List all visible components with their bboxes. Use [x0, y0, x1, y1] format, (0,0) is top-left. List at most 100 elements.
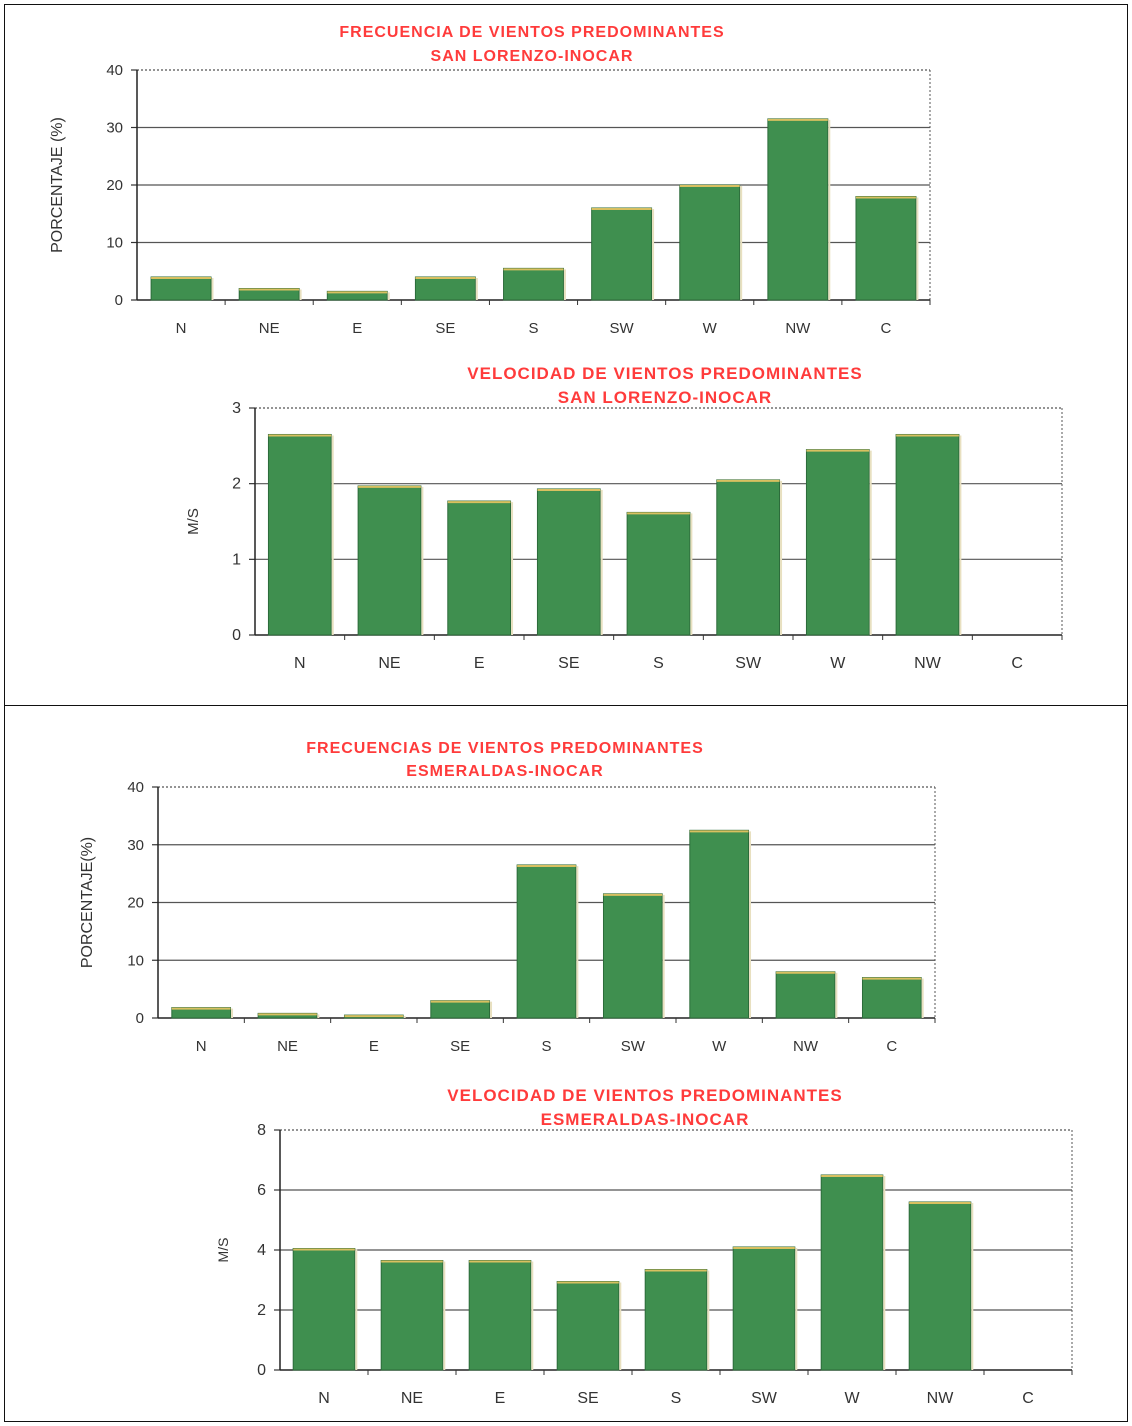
x-tick-label: SW	[735, 655, 762, 672]
chart-3: FRECUENCIAS DE VIENTOS PREDOMINANTES ESME…	[79, 740, 936, 1055]
chart-subtitle: ESMERALDAS-INOCAR	[406, 763, 603, 780]
bar-s	[516, 864, 577, 1019]
y-tick-label: 40	[127, 779, 144, 796]
y-axis-label: M/S	[185, 508, 202, 535]
bar-sw	[716, 479, 781, 636]
x-tick-label: E	[352, 320, 362, 337]
x-tick-label: W	[830, 655, 846, 672]
x-tick-label: C	[881, 320, 892, 337]
x-tick-label: E	[369, 1038, 379, 1055]
bar-se	[414, 276, 476, 301]
x-tick-label: NW	[914, 655, 942, 672]
bar-sw	[732, 1246, 796, 1371]
bar-n	[267, 433, 332, 636]
y-tick-label: 30	[127, 837, 144, 854]
bar-ne	[380, 1260, 444, 1371]
bar-e	[447, 500, 512, 636]
bar-n	[150, 276, 212, 301]
x-tick-label: S	[653, 655, 664, 672]
bar-se	[536, 488, 601, 636]
bar-nw	[908, 1201, 972, 1371]
y-tick-label: 3	[232, 400, 241, 417]
y-tick-label: 0	[232, 627, 241, 644]
y-tick-label: 2	[257, 1302, 266, 1319]
y-axis-label: M/S	[215, 1238, 231, 1263]
bar-w	[679, 184, 741, 301]
x-tick-label: N	[196, 1038, 207, 1055]
x-tick-label: NE	[401, 1390, 423, 1407]
x-tick-label: S	[528, 320, 538, 337]
chart-title: VELOCIDAD DE VIENTOS PREDOMINANTES	[467, 364, 862, 383]
y-tick-label: 0	[115, 292, 123, 309]
x-tick-label: E	[495, 1390, 506, 1407]
y-tick-label: 30	[106, 120, 123, 137]
x-tick-label: N	[318, 1390, 330, 1407]
x-tick-label: S	[541, 1038, 551, 1055]
x-tick-label: NW	[927, 1390, 955, 1407]
x-tick-label: W	[844, 1390, 860, 1407]
x-tick-label: NE	[378, 655, 400, 672]
chart-subtitle: ESMERALDAS-INOCAR	[541, 1110, 750, 1129]
bar-w	[689, 829, 750, 1019]
bar-e	[468, 1260, 532, 1371]
chart-title: VELOCIDAD DE VIENTOS PREDOMINANTES	[447, 1086, 842, 1105]
bar-s	[644, 1269, 708, 1371]
y-tick-label: 8	[257, 1122, 266, 1139]
y-tick-label: 6	[257, 1182, 266, 1199]
x-tick-label: SE	[435, 320, 455, 337]
chart-2: VELOCIDAD DE VIENTOS PREDOMINANTES SAN LO…	[185, 364, 1063, 672]
x-tick-label: C	[886, 1038, 897, 1055]
bar-c	[855, 196, 917, 301]
y-tick-label: 0	[257, 1362, 266, 1379]
x-tick-label: NW	[793, 1038, 819, 1055]
bar-sw	[602, 893, 663, 1019]
bar-w	[805, 449, 870, 636]
x-tick-label: SE	[577, 1390, 598, 1407]
y-tick-label: 2	[232, 476, 241, 493]
y-tick-label: 1	[232, 551, 241, 568]
bar-s	[626, 511, 691, 636]
chart-title: FRECUENCIAS DE VIENTOS PREDOMINANTES	[306, 740, 704, 757]
bar-se	[430, 1000, 491, 1019]
y-axis-label: PORCENTAJE (%)	[49, 117, 66, 253]
x-tick-label: W	[703, 320, 718, 337]
x-tick-label: NE	[259, 320, 280, 337]
bar-nw	[775, 971, 836, 1019]
x-tick-label: S	[671, 1390, 682, 1407]
bar-sw	[591, 207, 653, 301]
bar-n	[292, 1248, 356, 1371]
x-tick-label: C	[1011, 655, 1023, 672]
chart-subtitle: SAN LORENZO-INOCAR	[558, 388, 772, 407]
x-tick-label: E	[474, 655, 485, 672]
y-axis-label: PORCENTAJE(%)	[79, 837, 96, 968]
bar-c	[861, 977, 922, 1019]
x-tick-label: C	[1022, 1390, 1034, 1407]
x-tick-label: W	[712, 1038, 727, 1055]
x-tick-label: SW	[751, 1390, 778, 1407]
chart-subtitle: SAN LORENZO-INOCAR	[431, 48, 634, 65]
bar-ne	[357, 485, 422, 636]
x-tick-label: SW	[621, 1038, 646, 1055]
x-tick-label: N	[294, 655, 306, 672]
x-tick-label: SE	[558, 655, 579, 672]
bar-s	[503, 267, 564, 301]
y-tick-label: 10	[127, 952, 144, 969]
x-tick-label: NW	[785, 320, 811, 337]
y-tick-label: 0	[136, 1010, 144, 1027]
x-tick-label: NE	[277, 1038, 298, 1055]
x-tick-label: SE	[450, 1038, 470, 1055]
x-tick-label: N	[176, 320, 187, 337]
chart-1: FRECUENCIA DE VIENTOS PREDOMINANTES SAN L…	[49, 24, 931, 337]
bar-nw	[767, 118, 829, 301]
chart-4: VELOCIDAD DE VIENTOS PREDOMINANTES ESMERA…	[215, 1086, 1073, 1407]
bar-nw	[895, 433, 960, 636]
x-tick-label: SW	[610, 320, 635, 337]
y-tick-label: 4	[257, 1242, 266, 1259]
y-tick-label: 40	[106, 62, 123, 79]
y-tick-label: 20	[106, 177, 123, 194]
bar-se	[556, 1281, 620, 1371]
y-tick-label: 20	[127, 895, 144, 912]
chart-title: FRECUENCIA DE VIENTOS PREDOMINANTES	[339, 24, 724, 41]
bar-w	[820, 1174, 884, 1371]
